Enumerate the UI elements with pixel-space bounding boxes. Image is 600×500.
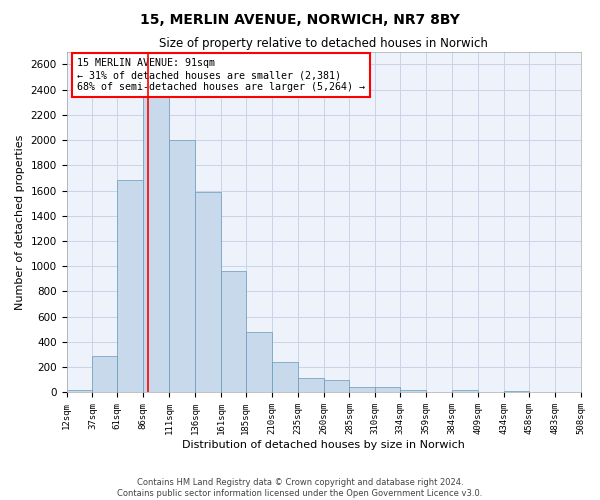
Bar [221, 272, 246, 392]
Bar [323, 380, 349, 392]
Bar [400, 390, 426, 392]
Text: 15, MERLIN AVENUE, NORWICH, NR7 8BY: 15, MERLIN AVENUE, NORWICH, NR7 8BY [140, 12, 460, 26]
Bar [92, 356, 118, 393]
Bar [169, 140, 195, 392]
Bar [581, 390, 600, 392]
Bar [195, 192, 221, 392]
Text: Contains HM Land Registry data © Crown copyright and database right 2024.
Contai: Contains HM Land Registry data © Crown c… [118, 478, 482, 498]
Title: Size of property relative to detached houses in Norwich: Size of property relative to detached ho… [159, 38, 488, 51]
Bar [67, 390, 92, 392]
Bar [143, 92, 169, 392]
X-axis label: Distribution of detached houses by size in Norwich: Distribution of detached houses by size … [182, 440, 465, 450]
Y-axis label: Number of detached properties: Number of detached properties [15, 134, 25, 310]
Bar [452, 390, 478, 392]
Bar [349, 387, 376, 392]
Bar [376, 388, 400, 392]
Bar [246, 332, 272, 392]
Bar [272, 362, 298, 392]
Bar [504, 390, 529, 392]
Text: 15 MERLIN AVENUE: 91sqm
← 31% of detached houses are smaller (2,381)
68% of semi: 15 MERLIN AVENUE: 91sqm ← 31% of detache… [77, 58, 365, 92]
Bar [298, 378, 323, 392]
Bar [118, 180, 143, 392]
